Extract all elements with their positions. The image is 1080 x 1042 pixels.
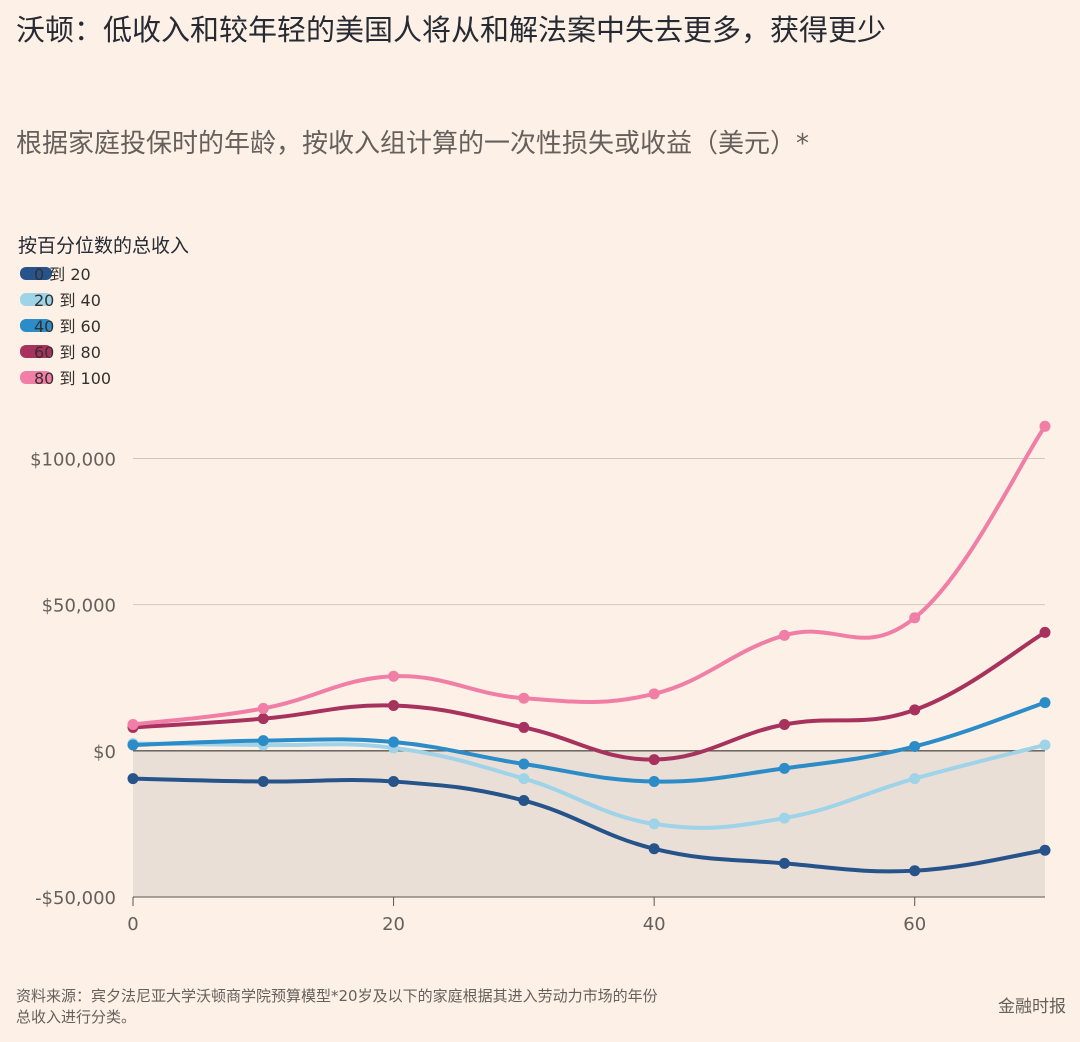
- publisher-label: 金融时报: [998, 997, 1066, 1017]
- legend-label-60-80: 60 到 80: [34, 343, 101, 362]
- data-point: [127, 739, 139, 751]
- source-line-1: 资料来源：宾夕法尼亚大学沃顿商学院预算模型*20岁及以下的家庭根据其进入劳动力市…: [16, 987, 658, 1005]
- data-point: [518, 721, 530, 733]
- data-point: [257, 776, 269, 788]
- legend: 按百分位数的总收入 0 到 20 20 到 40 40 到 60 60 到 80…: [18, 232, 189, 390]
- data-point: [388, 700, 400, 712]
- legend-swatch-80-100: [20, 370, 52, 384]
- data-point: [778, 812, 790, 824]
- legend-label-80-100: 80 到 100: [34, 369, 112, 388]
- data-point: [257, 702, 269, 714]
- data-point: [648, 818, 660, 830]
- data-point: [518, 758, 530, 770]
- data-point: [388, 736, 400, 748]
- legend-item-80-100: 80 到 100: [18, 364, 189, 390]
- series-line: [131, 700, 1047, 784]
- data-point: [388, 670, 400, 682]
- legend-item-0-20: 0 到 20: [18, 260, 189, 286]
- data-point: [1039, 626, 1051, 638]
- data-point: [1039, 739, 1051, 751]
- data-point: [257, 735, 269, 747]
- x-tick-label: 0: [127, 914, 138, 935]
- data-point: [778, 857, 790, 869]
- data-point: [127, 719, 139, 731]
- y-tick-label: $50,000: [42, 596, 116, 617]
- legend-title: 按百分位数的总收入: [18, 235, 190, 257]
- source-note: 资料来源：宾夕法尼亚大学沃顿商学院预算模型*20岁及以下的家庭根据其进入劳动力市…: [16, 986, 658, 1028]
- data-point: [909, 865, 921, 877]
- legend-label-0-20: 0 到 20: [34, 265, 91, 284]
- series-line: [131, 424, 1047, 727]
- legend-item-40-60: 40 到 60: [18, 312, 189, 338]
- legend-swatch-60-80: [20, 344, 52, 358]
- data-point: [127, 773, 139, 785]
- legend-swatch-0-20: [20, 266, 52, 280]
- data-point: [518, 692, 530, 704]
- data-point: [778, 629, 790, 641]
- legend-swatch-40-60: [20, 318, 52, 332]
- data-point: [909, 773, 921, 785]
- data-point: [1039, 697, 1051, 709]
- chart-subtitle: 根据家庭投保时的年龄，按收入组计算的一次性损失或收益（美元）*: [16, 129, 810, 159]
- data-point: [388, 776, 400, 788]
- data-point: [778, 762, 790, 774]
- legend-item-60-80: 60 到 80: [18, 338, 189, 364]
- data-point: [518, 773, 530, 785]
- y-tick-label: $100,000: [30, 449, 116, 470]
- source-line-2: 总收入进行分类。: [16, 1008, 137, 1026]
- chart-title: 沃顿：低收入和较年轻的美国人将从和解法案中失去更多，获得更少: [16, 13, 887, 47]
- series-line: [131, 776, 1047, 874]
- x-tick-label: 20: [382, 914, 405, 935]
- line-chart: -$50,000 $0 $50,000 $100,000 0 20 40 60: [30, 420, 1051, 935]
- data-point: [1039, 420, 1051, 432]
- data-point: [909, 704, 921, 716]
- legend-item-20-40: 20 到 40: [18, 286, 189, 312]
- series-line: [131, 630, 1047, 762]
- data-point: [648, 776, 660, 788]
- data-point: [518, 795, 530, 807]
- legend-label-40-60: 40 到 60: [34, 317, 101, 336]
- data-point: [909, 740, 921, 752]
- legend-swatch-20-40: [20, 292, 52, 306]
- data-point: [648, 754, 660, 766]
- data-point: [648, 688, 660, 700]
- y-tick-label: -$50,000: [35, 888, 116, 909]
- data-point: [1039, 844, 1051, 856]
- series-line: [131, 741, 1047, 830]
- data-point: [257, 713, 269, 725]
- x-tick-label: 40: [643, 914, 666, 935]
- data-point: [909, 612, 921, 624]
- data-point: [648, 843, 660, 855]
- x-tick-label: 60: [903, 914, 926, 935]
- y-tick-label: $0: [93, 742, 116, 763]
- legend-label-20-40: 20 到 40: [34, 291, 101, 310]
- data-point: [778, 719, 790, 731]
